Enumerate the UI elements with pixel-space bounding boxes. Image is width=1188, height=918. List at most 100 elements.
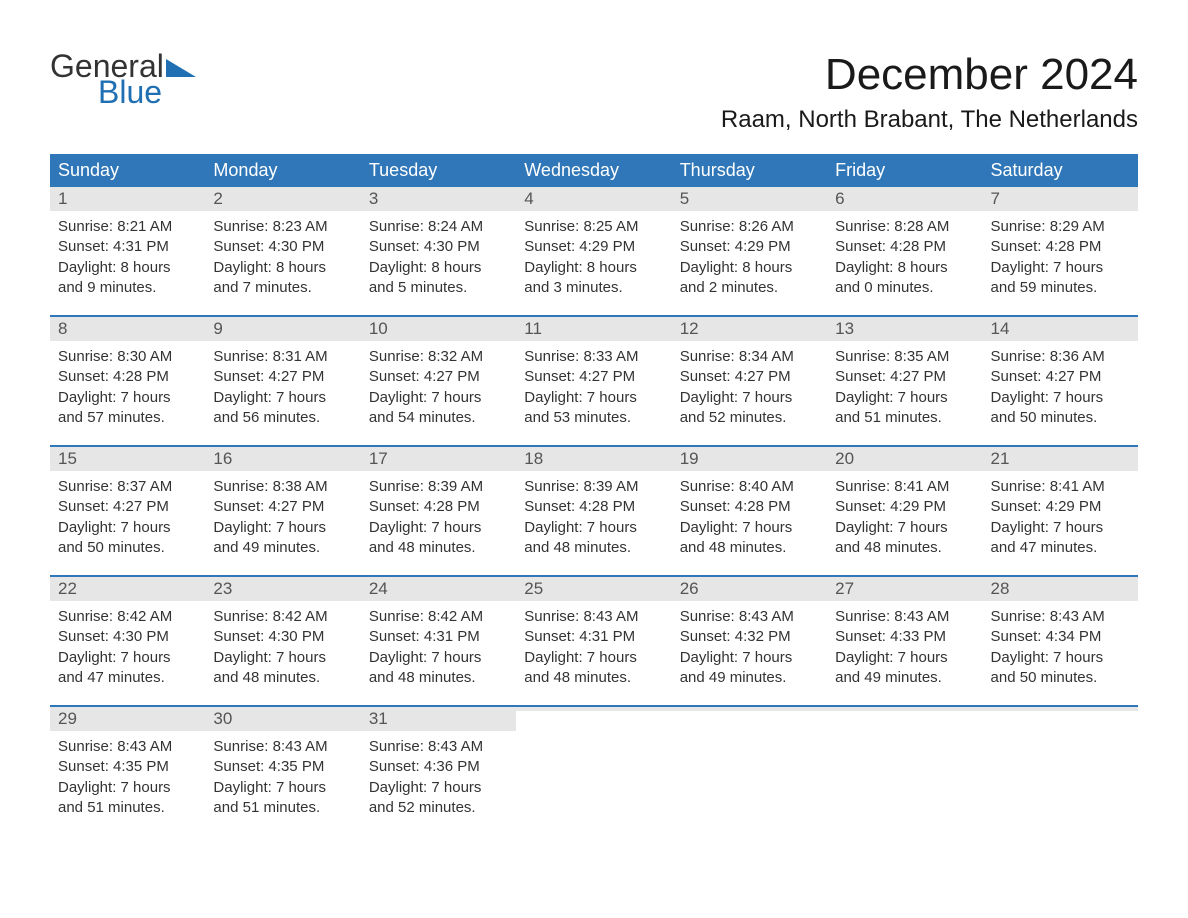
day-body: Sunrise: 8:43 AMSunset: 4:35 PMDaylight:… xyxy=(205,731,360,826)
day-number: 12 xyxy=(672,317,827,341)
day-number: 27 xyxy=(827,577,982,601)
sunset-text: Sunset: 4:28 PM xyxy=(680,497,819,517)
daylight-line1: Daylight: 7 hours xyxy=(58,518,197,538)
day-cell: 23Sunrise: 8:42 AMSunset: 4:30 PMDayligh… xyxy=(205,577,360,705)
daylight-line2: and 51 minutes. xyxy=(835,408,974,428)
daylight-line2: and 48 minutes. xyxy=(213,668,352,688)
daylight-line1: Daylight: 8 hours xyxy=(680,258,819,278)
day-body: Sunrise: 8:29 AMSunset: 4:28 PMDaylight:… xyxy=(983,211,1138,306)
daylight-line1: Daylight: 7 hours xyxy=(369,388,508,408)
day-body: Sunrise: 8:34 AMSunset: 4:27 PMDaylight:… xyxy=(672,341,827,436)
sunrise-text: Sunrise: 8:41 AM xyxy=(991,477,1130,497)
day-cell: 17Sunrise: 8:39 AMSunset: 4:28 PMDayligh… xyxy=(361,447,516,575)
sunset-text: Sunset: 4:27 PM xyxy=(58,497,197,517)
sunrise-text: Sunrise: 8:23 AM xyxy=(213,217,352,237)
week-row: 1Sunrise: 8:21 AMSunset: 4:31 PMDaylight… xyxy=(50,187,1138,315)
day-body: Sunrise: 8:31 AMSunset: 4:27 PMDaylight:… xyxy=(205,341,360,436)
sunset-text: Sunset: 4:30 PM xyxy=(369,237,508,257)
day-body xyxy=(516,711,671,725)
week-row: 22Sunrise: 8:42 AMSunset: 4:30 PMDayligh… xyxy=(50,575,1138,705)
daylight-line1: Daylight: 7 hours xyxy=(680,648,819,668)
day-number: 11 xyxy=(516,317,671,341)
daylight-line1: Daylight: 7 hours xyxy=(213,518,352,538)
daylight-line2: and 7 minutes. xyxy=(213,278,352,298)
day-number: 23 xyxy=(205,577,360,601)
day-cell: 2Sunrise: 8:23 AMSunset: 4:30 PMDaylight… xyxy=(205,187,360,315)
day-cell: 14Sunrise: 8:36 AMSunset: 4:27 PMDayligh… xyxy=(983,317,1138,445)
daylight-line2: and 52 minutes. xyxy=(680,408,819,428)
day-cell: 18Sunrise: 8:39 AMSunset: 4:28 PMDayligh… xyxy=(516,447,671,575)
sunset-text: Sunset: 4:29 PM xyxy=(524,237,663,257)
daylight-line1: Daylight: 7 hours xyxy=(369,778,508,798)
daylight-line1: Daylight: 7 hours xyxy=(58,778,197,798)
daylight-line1: Daylight: 7 hours xyxy=(524,648,663,668)
sunrise-text: Sunrise: 8:43 AM xyxy=(680,607,819,627)
day-cell: 7Sunrise: 8:29 AMSunset: 4:28 PMDaylight… xyxy=(983,187,1138,315)
day-body: Sunrise: 8:35 AMSunset: 4:27 PMDaylight:… xyxy=(827,341,982,436)
day-number: 25 xyxy=(516,577,671,601)
daylight-line1: Daylight: 7 hours xyxy=(369,648,508,668)
day-number: 22 xyxy=(50,577,205,601)
day-cell xyxy=(983,707,1138,835)
day-body: Sunrise: 8:43 AMSunset: 4:35 PMDaylight:… xyxy=(50,731,205,826)
daylight-line2: and 47 minutes. xyxy=(991,538,1130,558)
day-body: Sunrise: 8:43 AMSunset: 4:36 PMDaylight:… xyxy=(361,731,516,826)
daylight-line2: and 49 minutes. xyxy=(835,668,974,688)
daylight-line2: and 50 minutes. xyxy=(991,668,1130,688)
daylight-line1: Daylight: 7 hours xyxy=(58,648,197,668)
sunset-text: Sunset: 4:27 PM xyxy=(369,367,508,387)
day-body: Sunrise: 8:28 AMSunset: 4:28 PMDaylight:… xyxy=(827,211,982,306)
daylight-line1: Daylight: 8 hours xyxy=(369,258,508,278)
sunrise-text: Sunrise: 8:31 AM xyxy=(213,347,352,367)
daylight-line2: and 48 minutes. xyxy=(524,668,663,688)
sunset-text: Sunset: 4:28 PM xyxy=(524,497,663,517)
daylight-line2: and 49 minutes. xyxy=(213,538,352,558)
day-body: Sunrise: 8:43 AMSunset: 4:34 PMDaylight:… xyxy=(983,601,1138,696)
day-body: Sunrise: 8:21 AMSunset: 4:31 PMDaylight:… xyxy=(50,211,205,306)
daylight-line1: Daylight: 7 hours xyxy=(58,388,197,408)
sunset-text: Sunset: 4:29 PM xyxy=(991,497,1130,517)
logo: General Blue xyxy=(50,50,196,108)
sunset-text: Sunset: 4:31 PM xyxy=(524,627,663,647)
sunrise-text: Sunrise: 8:39 AM xyxy=(524,477,663,497)
sunset-text: Sunset: 4:27 PM xyxy=(680,367,819,387)
daylight-line2: and 57 minutes. xyxy=(58,408,197,428)
daylight-line1: Daylight: 7 hours xyxy=(524,518,663,538)
sunset-text: Sunset: 4:27 PM xyxy=(991,367,1130,387)
weekday-header: Tuesday xyxy=(361,154,516,187)
day-number: 28 xyxy=(983,577,1138,601)
sunrise-text: Sunrise: 8:43 AM xyxy=(991,607,1130,627)
daylight-line2: and 49 minutes. xyxy=(680,668,819,688)
sunrise-text: Sunrise: 8:42 AM xyxy=(213,607,352,627)
day-body xyxy=(983,711,1138,725)
header: General Blue December 2024 Raam, North B… xyxy=(50,50,1138,134)
sunset-text: Sunset: 4:28 PM xyxy=(58,367,197,387)
day-cell: 11Sunrise: 8:33 AMSunset: 4:27 PMDayligh… xyxy=(516,317,671,445)
day-cell xyxy=(516,707,671,835)
sunset-text: Sunset: 4:34 PM xyxy=(991,627,1130,647)
sunrise-text: Sunrise: 8:43 AM xyxy=(369,737,508,757)
daylight-line1: Daylight: 7 hours xyxy=(835,518,974,538)
weekday-header: Saturday xyxy=(983,154,1138,187)
day-cell: 13Sunrise: 8:35 AMSunset: 4:27 PMDayligh… xyxy=(827,317,982,445)
daylight-line2: and 53 minutes. xyxy=(524,408,663,428)
day-number: 29 xyxy=(50,707,205,731)
daylight-line1: Daylight: 7 hours xyxy=(524,388,663,408)
sunset-text: Sunset: 4:28 PM xyxy=(369,497,508,517)
day-cell: 8Sunrise: 8:30 AMSunset: 4:28 PMDaylight… xyxy=(50,317,205,445)
daylight-line1: Daylight: 8 hours xyxy=(835,258,974,278)
day-cell: 19Sunrise: 8:40 AMSunset: 4:28 PMDayligh… xyxy=(672,447,827,575)
day-cell: 9Sunrise: 8:31 AMSunset: 4:27 PMDaylight… xyxy=(205,317,360,445)
weekday-header: Thursday xyxy=(672,154,827,187)
day-body: Sunrise: 8:39 AMSunset: 4:28 PMDaylight:… xyxy=(516,471,671,566)
sunrise-text: Sunrise: 8:40 AM xyxy=(680,477,819,497)
sunset-text: Sunset: 4:31 PM xyxy=(58,237,197,257)
daylight-line2: and 47 minutes. xyxy=(58,668,197,688)
sunset-text: Sunset: 4:27 PM xyxy=(213,497,352,517)
sunrise-text: Sunrise: 8:35 AM xyxy=(835,347,974,367)
day-cell: 24Sunrise: 8:42 AMSunset: 4:31 PMDayligh… xyxy=(361,577,516,705)
day-number: 1 xyxy=(50,187,205,211)
sunset-text: Sunset: 4:27 PM xyxy=(835,367,974,387)
daylight-line1: Daylight: 7 hours xyxy=(991,518,1130,538)
day-body: Sunrise: 8:39 AMSunset: 4:28 PMDaylight:… xyxy=(361,471,516,566)
